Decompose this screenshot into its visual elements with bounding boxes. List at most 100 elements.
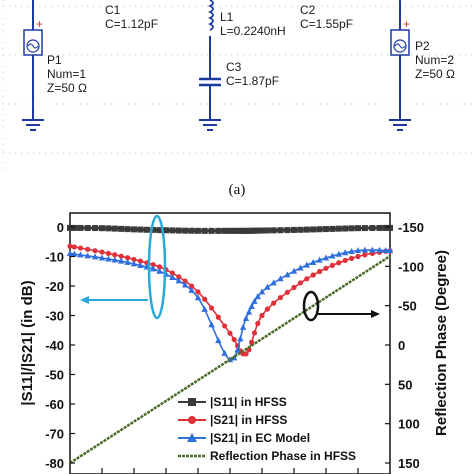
y-tick-label: -30	[45, 309, 64, 324]
data-point	[222, 323, 228, 329]
data-point	[182, 227, 189, 234]
data-point	[156, 227, 163, 234]
data-point	[355, 253, 361, 260]
data-point	[303, 261, 310, 268]
data-point	[131, 256, 137, 263]
data-point	[259, 312, 265, 319]
data-point	[284, 227, 291, 234]
data-point	[290, 267, 298, 274]
data-point	[251, 330, 258, 336]
inductor-l1	[207, 0, 214, 31]
left-arrowhead	[80, 296, 89, 304]
data-point	[215, 314, 221, 320]
data-point	[105, 225, 112, 232]
data-point	[176, 274, 182, 280]
data-point	[71, 244, 77, 250]
data-point	[208, 305, 215, 311]
chart-ticks: 0 -10 -20 -30 -40 -50 -60 -70 -80 -150 -100 -50 0 50 1…	[45, 220, 424, 474]
data-point	[150, 265, 157, 272]
p2-num: Num=2	[415, 53, 454, 67]
y-tick-label: -10	[45, 250, 64, 265]
data-point	[243, 351, 249, 357]
data-point	[270, 279, 277, 286]
data-point	[264, 306, 270, 312]
y-tick-label: 0	[57, 220, 64, 235]
data-point	[71, 224, 78, 231]
data-point	[349, 255, 355, 261]
data-point	[163, 227, 169, 234]
port-p1: + P1 Num=1 Z=50 Ω	[22, 0, 87, 131]
l1-value: L=0.2240nH	[220, 24, 286, 38]
data-point	[348, 248, 355, 255]
y2-tick-label: 100	[398, 417, 420, 432]
data-point	[248, 302, 255, 309]
data-point	[182, 278, 188, 284]
data-point	[67, 243, 73, 249]
data-point	[227, 227, 233, 234]
p1-name: P1	[47, 53, 62, 67]
data-point	[323, 265, 329, 271]
s-param-group-ellipse	[147, 214, 167, 320]
caption-a: (a)	[229, 182, 246, 198]
data-point	[112, 252, 118, 258]
y2-tick-label: 50	[398, 377, 412, 392]
c2-value: C=1.55pF	[300, 17, 353, 31]
data-point	[342, 257, 348, 264]
data-point	[255, 320, 261, 327]
c1-name: C1	[105, 3, 121, 17]
data-point	[335, 250, 342, 257]
data-point	[84, 252, 91, 259]
reflection-phase-line	[69, 255, 391, 465]
data-point	[150, 226, 157, 233]
data-point	[84, 224, 91, 231]
data-point	[271, 300, 277, 306]
data-point	[188, 286, 195, 293]
y-axis-label: |S11|/|S21| (in dB)	[19, 280, 36, 405]
data-point	[194, 294, 202, 301]
data-point	[71, 250, 78, 257]
data-point	[150, 262, 156, 268]
data-point	[239, 323, 247, 330]
legend-item-s11-hfss: |S11| in HFSS	[178, 395, 287, 409]
data-point	[91, 253, 99, 260]
y2-tick-label: -100	[398, 259, 424, 274]
svg-text:+: +	[36, 17, 43, 31]
data-point	[208, 227, 215, 234]
data-point	[99, 225, 105, 232]
data-point	[111, 225, 118, 232]
data-point	[245, 308, 253, 315]
data-point	[335, 225, 342, 232]
data-point	[137, 258, 143, 264]
data-point	[189, 283, 195, 289]
data-point	[297, 280, 303, 286]
data-point	[277, 227, 284, 234]
data-point	[329, 262, 335, 268]
data-point	[221, 349, 228, 356]
data-point	[137, 226, 144, 233]
data-point	[242, 314, 250, 321]
data-point	[182, 281, 189, 288]
data-point	[277, 275, 284, 282]
p1-num: Num=1	[47, 67, 86, 81]
data-point	[237, 335, 244, 342]
data-point	[125, 255, 131, 261]
data-point	[175, 227, 182, 234]
data-point	[157, 264, 163, 270]
y2-tick-label: -50	[398, 299, 417, 314]
data-point	[382, 224, 389, 231]
data-point	[258, 288, 266, 295]
data-point	[231, 336, 237, 343]
data-point	[143, 226, 150, 233]
right-arrowhead	[371, 310, 380, 318]
data-point	[156, 267, 163, 274]
reflection-phase-line-group	[69, 255, 391, 465]
data-point	[202, 296, 208, 302]
phase-ellipse	[302, 290, 320, 322]
data-point	[291, 226, 297, 233]
data-point	[118, 225, 125, 232]
data-point	[387, 224, 393, 231]
port-p2: + P2 Num=2 Z=50 Ω	[389, 0, 455, 131]
data-point	[77, 251, 84, 258]
legend-label: |S21| in EC Model	[210, 431, 310, 445]
circuit-schematic: + P1 Num=1 Z=50 Ω C1 C=1.12pF L1 L=0.224…	[2, 0, 474, 172]
